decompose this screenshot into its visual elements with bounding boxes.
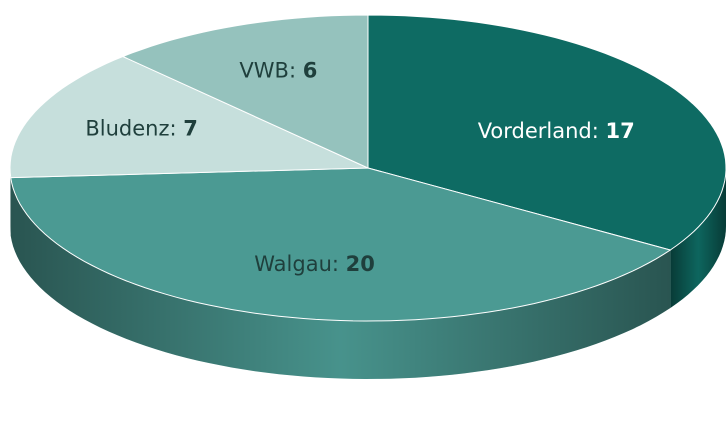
label-separator: :	[332, 252, 346, 276]
label-value: 6	[303, 58, 318, 82]
pie-tops	[9, 14, 726, 322]
label-separator: :	[592, 119, 606, 143]
pie-labels: Vorderland: 17 Walgau: 20 Bludenz: 7 VWB: 6	[85, 58, 634, 276]
label-separator: :	[170, 117, 184, 141]
slice	[367, 14, 726, 251]
slice	[10, 167, 672, 322]
data-label: VWB: 6	[239, 58, 317, 82]
label-name: Vorderland	[478, 119, 592, 143]
label-value: 7	[183, 117, 198, 141]
data-label: Vorderland: 17	[478, 119, 635, 143]
slice	[9, 55, 369, 179]
slice	[121, 14, 369, 169]
pie-sides	[10, 168, 726, 379]
data-label: Walgau: 20	[254, 252, 375, 276]
label-value: 20	[346, 252, 375, 276]
slice-side-shade	[670, 168, 726, 308]
data-label: Bludenz: 7	[85, 117, 198, 141]
label-separator: :	[289, 58, 303, 82]
label-name: VWB	[239, 58, 289, 82]
slice-side-shade	[10, 177, 671, 379]
label-value: 17	[606, 119, 635, 143]
label-name: Bludenz	[85, 117, 169, 141]
slice-side-shade	[10, 168, 11, 236]
label-name: Walgau	[254, 252, 332, 276]
